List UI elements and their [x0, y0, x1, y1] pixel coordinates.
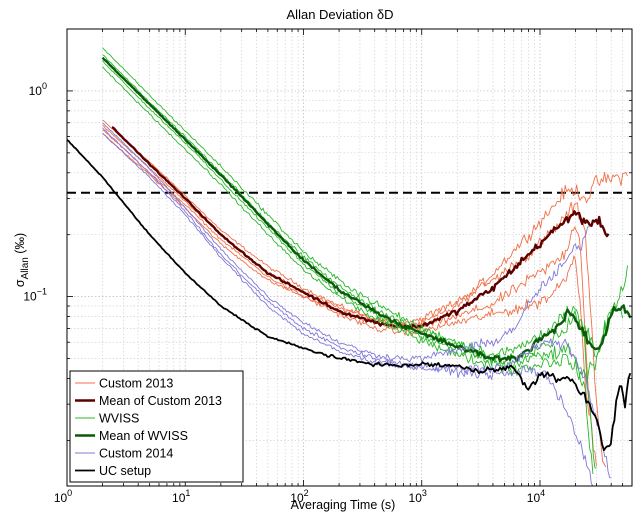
legend-label: UC setup [99, 464, 151, 478]
series-line [101, 56, 632, 363]
x-tick-label: 103 [409, 488, 427, 505]
series-line [111, 126, 610, 330]
legend-item: Mean of Custom 2013 [75, 394, 222, 408]
y-axis-title: σAllan (‰) [13, 233, 31, 287]
series-uc-setup [66, 139, 632, 452]
legend-item: WVISS [75, 412, 139, 426]
x-tick-label: 101 [172, 488, 190, 505]
chart-title: Allan Deviation δD [287, 7, 394, 22]
series-line [66, 139, 632, 452]
y-axis-symbol: σ [13, 279, 27, 287]
y-axis-unit: (‰) [13, 233, 27, 257]
x-tick-label: 104 [527, 488, 545, 505]
x-tick-label: 102 [290, 488, 308, 505]
tick-labels: 100 101 102 103 104 10−1 100 [23, 81, 545, 505]
series-layer [66, 47, 632, 487]
x-tick-label: 100 [54, 488, 72, 505]
y-axis-subscript: Allan [20, 257, 31, 279]
legend-label: Custom 2014 [99, 447, 173, 461]
series-mean-of-custom-2013 [111, 126, 610, 330]
series-line [102, 66, 624, 385]
series-line [102, 132, 594, 487]
legend-box [69, 370, 244, 483]
axes [66, 28, 633, 487]
legend-label: Custom 2013 [99, 377, 173, 391]
series-line [102, 60, 594, 475]
legend-item: UC setup [75, 464, 151, 478]
legend-label: Mean of WVISS [99, 429, 188, 443]
series-line [102, 122, 590, 363]
x-axis-title: Averaging Time (s) [291, 498, 396, 512]
axes-frame [66, 28, 633, 487]
legend: Custom 2013 Mean of Custom 2013 WVISS Mean … [69, 370, 244, 483]
series-line [102, 47, 597, 469]
legend-label: WVISS [99, 412, 139, 426]
series-line [102, 127, 612, 479]
legend-item: Custom 2013 [75, 377, 173, 391]
series-custom-2014 [102, 122, 612, 487]
legend-item: Custom 2014 [75, 447, 173, 461]
legend-label: Mean of Custom 2013 [99, 394, 222, 408]
y-tick-label: 10−1 [23, 287, 47, 304]
series-mean-of-wviss [101, 56, 632, 363]
legend-item: Mean of WVISS [75, 429, 188, 443]
y-tick-label: 100 [29, 81, 47, 98]
